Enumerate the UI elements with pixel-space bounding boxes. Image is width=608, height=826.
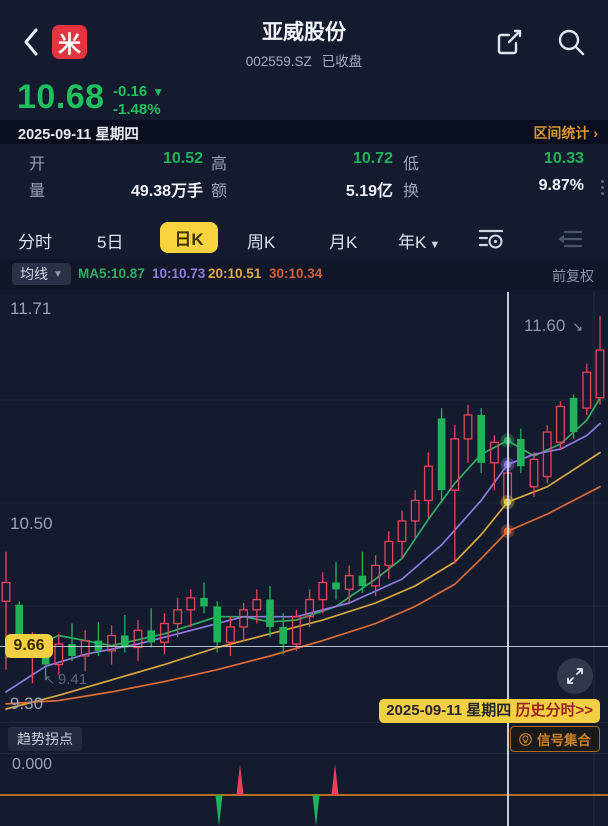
ma20-value: 20:10.51	[208, 266, 262, 281]
tab-yearly-k[interactable]: 年K ▼	[398, 233, 441, 252]
y-axis-min-label: 9.30	[10, 694, 44, 713]
crosshair-price-badge: 9.66	[5, 634, 53, 658]
crosshair-vertical-line	[507, 292, 509, 826]
app-logo[interactable]: 米	[52, 25, 87, 59]
tab-5day[interactable]: 5日	[97, 233, 124, 252]
selected-date: 2025-09-11 星期四	[18, 127, 139, 143]
chevron-down-icon: ▼	[53, 268, 63, 280]
ma5-value: MA5:10.87	[78, 266, 145, 281]
volume-label: 量	[29, 183, 46, 200]
price-change: -0.16 ▼	[113, 83, 165, 100]
open-label: 开	[29, 156, 46, 173]
y-axis-mid-label: 10.50	[10, 514, 53, 533]
trend-signal-chart[interactable]	[0, 750, 608, 826]
adjust-mode-button[interactable]: 前复权	[552, 268, 594, 284]
amount-value: 5.19亿	[345, 183, 393, 200]
last-price: 10.68	[17, 78, 105, 116]
down-triangle-icon: ▼	[152, 85, 165, 99]
arrow-down-right-icon: ↘	[572, 319, 584, 334]
tab-daily-k-selected[interactable]: 日K	[160, 222, 218, 253]
tab-weekly-k[interactable]: 周K	[247, 233, 276, 252]
volume-value: 49.38万手	[130, 183, 203, 200]
y-axis-max-label: 11.71	[10, 299, 52, 318]
page-title: 亚威股份	[262, 21, 346, 44]
fullscreen-expand-button[interactable]	[557, 658, 593, 694]
signal-collection-button[interactable]: 信号集合	[510, 726, 600, 752]
back-icon[interactable]	[22, 26, 40, 58]
stock-subtitle: 002559.SZ 已收盘	[0, 50, 608, 70]
history-minute-link[interactable]: 历史分时>>	[515, 702, 593, 719]
chevron-down-icon: ▼	[429, 239, 441, 251]
sub-indicator-zero-label: 0.000	[12, 756, 53, 773]
high-value: 10.72	[352, 150, 393, 167]
low-value: 10.33	[543, 150, 584, 167]
ma30-value: 30:10.34	[269, 266, 323, 281]
lightbulb-icon	[519, 732, 532, 746]
history-minute-badge[interactable]: 2025-09-11 星期四 历史分时>>	[379, 699, 600, 723]
ma-selector-button[interactable]: 均线 ▼	[12, 263, 71, 285]
low-label: 低	[403, 156, 420, 173]
date-bar: 2025-09-11 星期四 区间统计 ›	[0, 120, 608, 144]
candlestick-chart[interactable]	[0, 292, 608, 716]
turnover-value: 9.87%	[538, 177, 584, 194]
high-label: 高	[211, 156, 228, 173]
amount-label: 额	[211, 183, 228, 200]
search-icon[interactable]	[556, 27, 586, 57]
stock-code: 002559.SZ	[245, 54, 312, 69]
collapse-panel-icon[interactable]	[557, 227, 583, 251]
marked-low-label: ↖ 9.41	[44, 671, 88, 688]
range-stats-button[interactable]: 区间统计 ›	[533, 125, 598, 141]
open-value: 10.52	[162, 150, 203, 167]
scroll-indicator-dots	[601, 180, 605, 198]
tab-minute[interactable]: 分时	[18, 233, 52, 252]
share-icon[interactable]	[494, 27, 524, 57]
sub-indicator-header: 趋势拐点 信号集合	[0, 722, 608, 754]
crosshair-horizontal-line	[0, 646, 608, 648]
arrow-up-left-icon: ↖	[44, 672, 55, 687]
period-high-label: 11.60 ↘	[524, 316, 584, 335]
sub-indicator-tab[interactable]: 趋势拐点	[8, 727, 82, 751]
chevron-right-icon: ›	[593, 125, 598, 141]
indicator-settings-icon[interactable]	[478, 227, 504, 251]
price-change-percent: -1.48%	[113, 101, 161, 118]
tab-monthly-k[interactable]: 月K	[329, 233, 358, 252]
expand-arrows-icon	[567, 668, 583, 684]
ma10-value: 10:10.73	[152, 266, 206, 281]
turnover-label: 换	[403, 183, 420, 200]
ma-bar: 均线 ▼ MA5:10.87 10:10.73 20:10.51 30:10.34…	[0, 260, 608, 290]
logo-glyph: 米	[58, 31, 81, 57]
market-status: 已收盘	[321, 54, 363, 69]
